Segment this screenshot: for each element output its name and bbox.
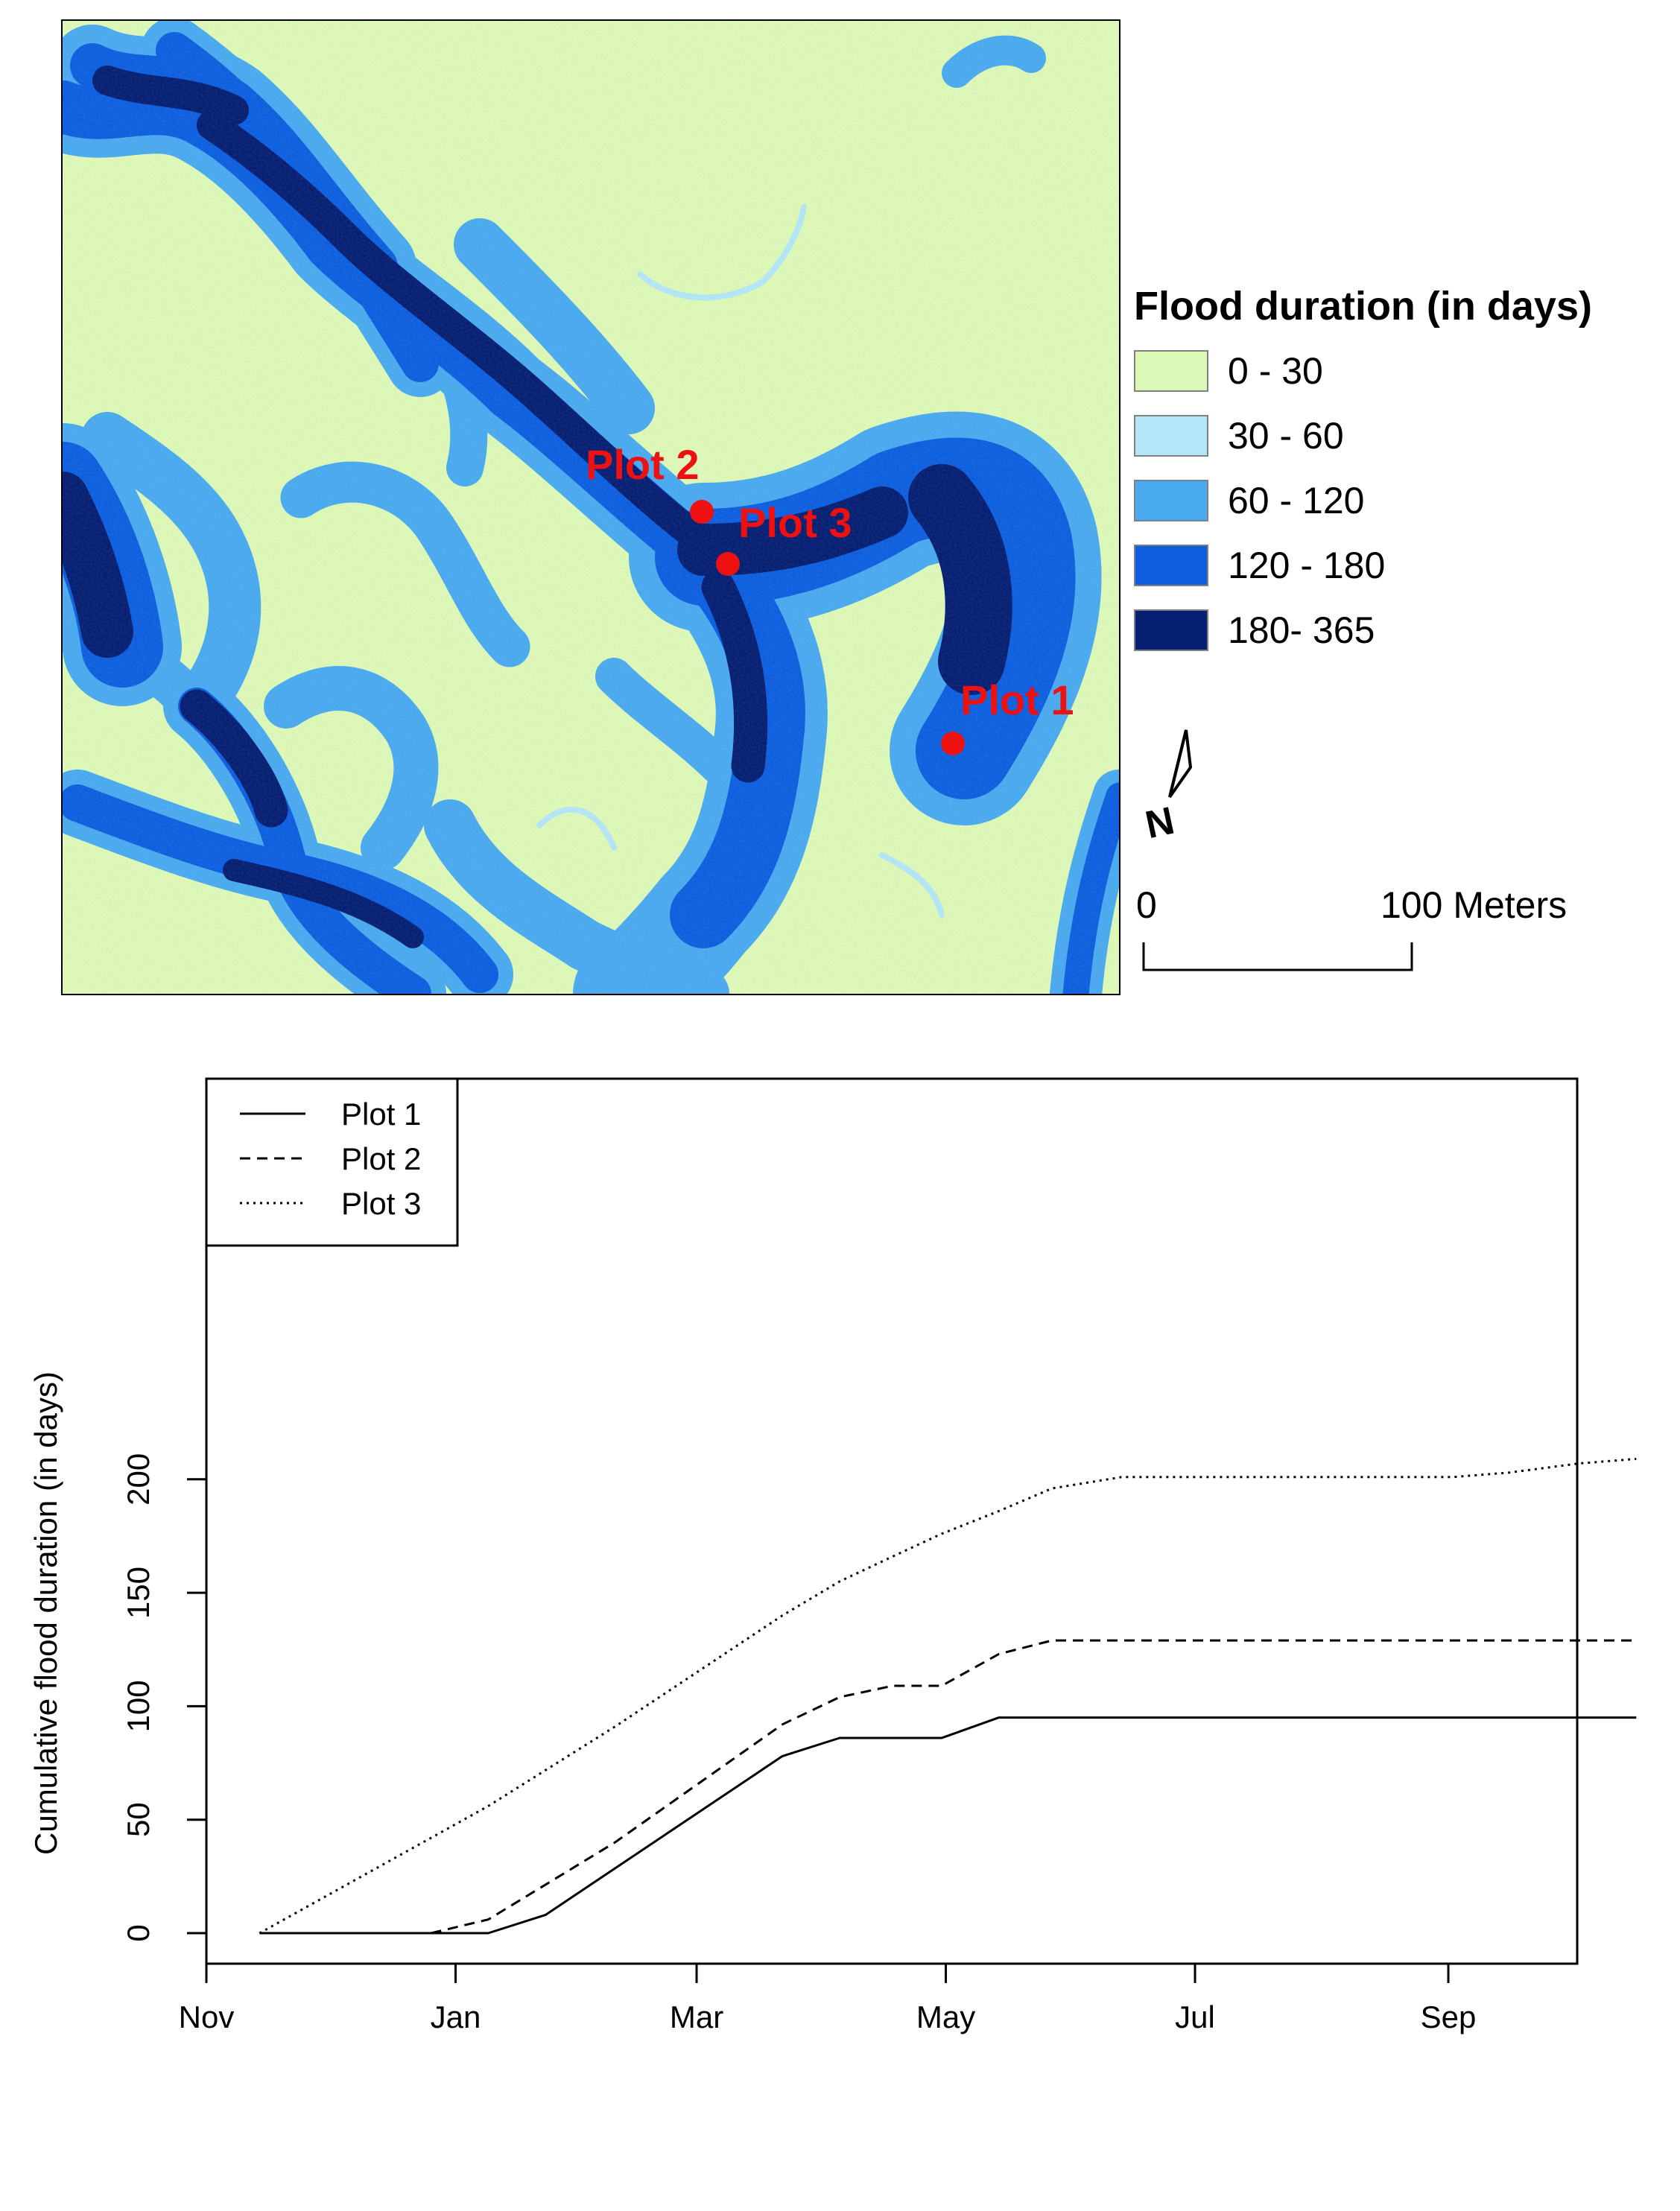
plot2-marker[interactable] [690,500,714,524]
legend-label: 180- 365 [1228,609,1375,651]
x-tick-label: Nov [179,1999,235,2034]
series-line-plot3 [259,1457,1637,1935]
flood-raster [63,21,1119,994]
legend-label: 60 - 120 [1228,480,1365,521]
legend-label: 30 - 60 [1228,415,1344,457]
legend-swatch [1134,480,1208,521]
scale-start-label: 0 [1136,884,1157,926]
x-tick-label: Sep [1421,1999,1477,2034]
y-tick-label: 200 [121,1453,156,1506]
chart-legend-box [205,1077,459,1247]
series-line-plot1 [259,1716,1637,1935]
y-axis-label: Cumulative flood duration (in days) [28,1371,63,1855]
plot3-marker[interactable] [716,552,740,576]
north-arrow-icon [1168,729,1193,799]
y-tick-label: 0 [121,1924,156,1941]
plot1-marker[interactable] [941,732,965,755]
series-line-plot2 [431,1639,1637,1935]
legend-title: Flood duration (in days) [1134,284,1592,329]
legend-label-plot1: Plot 1 [341,1097,421,1132]
legend-label-plot2: Plot 2 [341,1141,421,1176]
legend-swatch [1134,609,1208,651]
flood-duration-map: Plot 2 Plot 3 Plot 1 [61,19,1120,995]
chart-legend: Plot 1 Plot 2 Plot 3 [205,1077,459,1247]
x-tick-label: Mar [670,1999,723,2034]
y-tick-label: 50 [121,1802,156,1837]
x-tick-label: Jul [1175,1999,1215,2034]
plot1-label: Plot 1 [960,676,1074,723]
legend-label: 120 - 180 [1228,545,1386,586]
legend-swatch [1134,545,1208,586]
y-tick-label: 100 [121,1680,156,1732]
scale-end-label: 100 Meters [1381,884,1568,926]
raster-texture [63,21,1119,994]
legend-swatch [1134,415,1208,457]
scale-bar [1142,942,1413,971]
plot3-label: Plot 3 [738,499,852,546]
x-tick-label: Jan [431,1999,481,2034]
cumulative-flood-chart: Nov Jan Mar May Jul Sep 0 50 100 150 200 Cumulativ… [28,1077,1637,2034]
legend-label-plot3: Plot 3 [341,1186,421,1221]
legend-label: 0 - 30 [1228,350,1323,392]
legend-swatch [1134,350,1208,392]
y-tick-label: 150 [121,1567,156,1619]
x-tick-label: May [916,1999,975,2034]
plot2-label: Plot 2 [586,441,700,488]
